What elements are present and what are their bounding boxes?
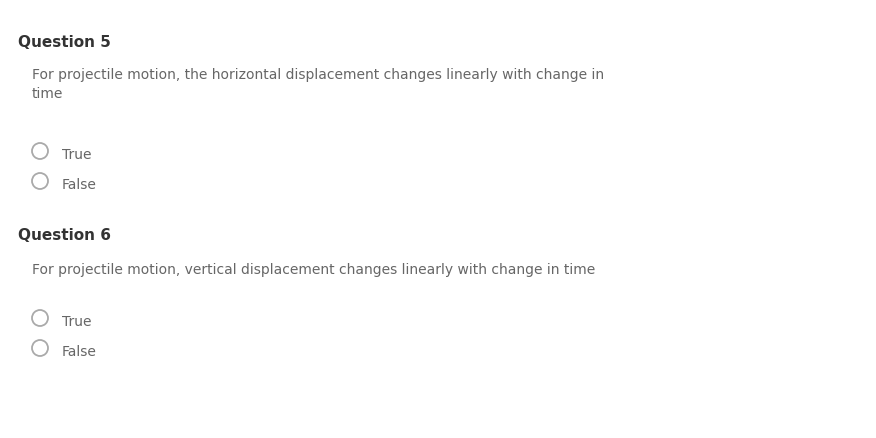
Text: Question 6: Question 6 xyxy=(18,227,111,243)
Text: For projectile motion, vertical displacement changes linearly with change in tim: For projectile motion, vertical displace… xyxy=(32,262,596,276)
Text: True: True xyxy=(62,314,91,328)
Circle shape xyxy=(32,340,48,356)
Circle shape xyxy=(32,144,48,159)
Text: False: False xyxy=(62,177,97,191)
Circle shape xyxy=(32,173,48,190)
Text: Question 5: Question 5 xyxy=(18,35,111,50)
Circle shape xyxy=(32,310,48,326)
Text: For projectile motion, the horizontal displacement changes linearly with change : For projectile motion, the horizontal di… xyxy=(32,68,604,101)
Text: False: False xyxy=(62,344,97,358)
Text: True: True xyxy=(62,148,91,162)
